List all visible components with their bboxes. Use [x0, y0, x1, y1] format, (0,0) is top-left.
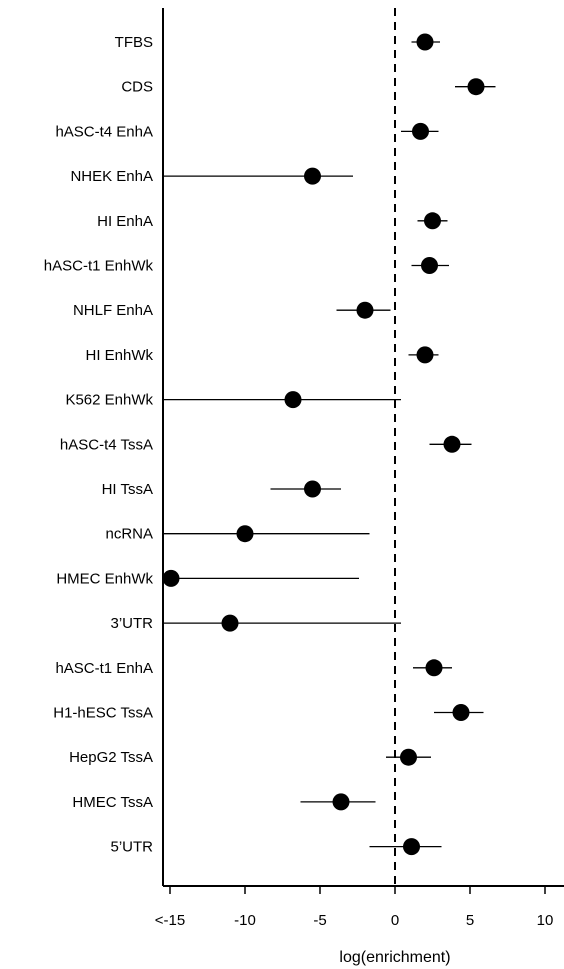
category-label: HI EnhA	[97, 213, 153, 230]
estimate-point	[221, 614, 239, 632]
category-label: hASC-t4 EnhA	[55, 123, 153, 140]
category-label: H1-hESC TssA	[53, 705, 153, 722]
x-axis-ticks: <-15 -10 -5 0 5 10	[155, 886, 554, 929]
x-tick-label: 0	[391, 912, 399, 929]
category-label: HI EnhWk	[85, 347, 153, 364]
x-tick-label: 10	[537, 912, 554, 929]
estimate-point	[416, 346, 434, 364]
estimate-point	[467, 78, 485, 96]
estimate-point	[403, 838, 420, 856]
estimate-point	[332, 793, 350, 811]
estimate-point	[236, 525, 254, 543]
category-label: HMEC EnhWk	[56, 570, 153, 587]
category-label: CDS	[121, 79, 153, 96]
category-labels: TFBS CDS hASC-t4 EnhA NHEK EnhA HI EnhA hASC-…	[44, 34, 154, 856]
category-label: ncRNA	[105, 526, 153, 543]
category-label: TFBS	[115, 34, 153, 51]
estimate-point	[452, 704, 470, 721]
estimate-point	[284, 391, 302, 409]
point-estimates	[162, 33, 485, 856]
estimate-point	[421, 257, 438, 274]
category-label: hASC-t1 EnhA	[55, 660, 153, 677]
category-label: HI TssA	[102, 481, 153, 498]
category-label: K562 EnhWk	[65, 392, 153, 409]
category-label: 5’UTR	[110, 839, 153, 856]
x-axis-label: log(enrichment)	[339, 949, 450, 966]
x-tick-label: -5	[313, 912, 326, 929]
estimate-point	[412, 122, 429, 140]
category-label: HepG2 TssA	[69, 749, 153, 766]
estimate-point	[443, 435, 461, 453]
estimate-point	[424, 212, 441, 230]
estimate-point	[400, 748, 417, 766]
category-label: hASC-t4 TssA	[60, 436, 153, 453]
estimate-point	[425, 659, 443, 677]
x-tick-label: 5	[466, 912, 474, 929]
category-label: 3’UTR	[110, 615, 153, 632]
x-tick-label: -10	[234, 912, 256, 929]
estimate-point	[356, 301, 374, 319]
x-tick-label: <-15	[155, 912, 185, 929]
category-label: hASC-t1 EnhWk	[44, 258, 154, 275]
category-label: HMEC TssA	[72, 794, 153, 811]
estimate-point	[162, 569, 180, 587]
estimate-point	[304, 167, 321, 185]
estimate-point	[304, 480, 321, 498]
estimate-point	[416, 33, 434, 51]
category-label: NHEK EnhA	[70, 168, 153, 185]
category-label: NHLF EnhA	[73, 302, 153, 319]
